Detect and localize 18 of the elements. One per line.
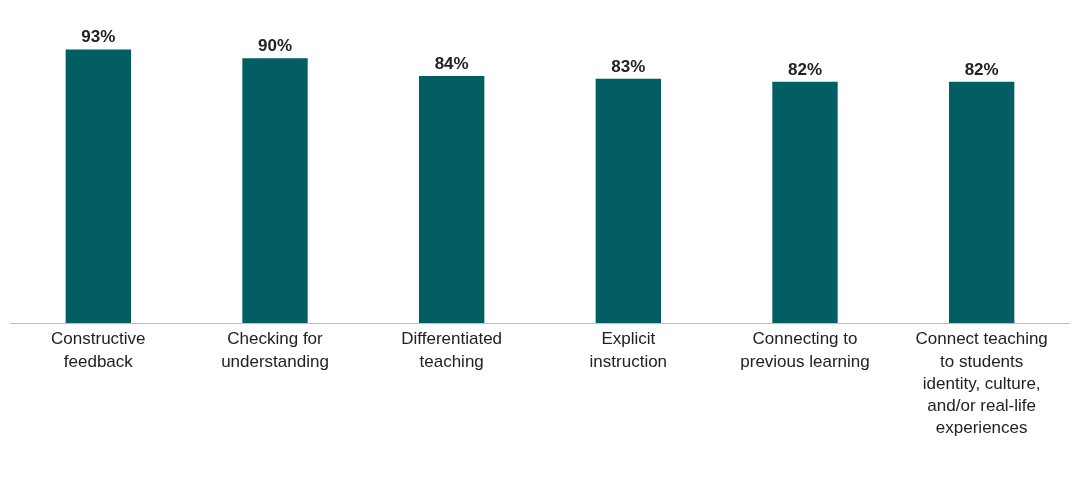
bar — [595, 78, 662, 323]
bar — [948, 81, 1015, 323]
bar — [242, 58, 308, 323]
x-tick-label: Connecting to previous learning — [740, 329, 870, 371]
data-label: 83% — [611, 56, 646, 76]
x-tick-label: Explicit instruction — [589, 329, 668, 371]
x-tick-label: Connect teaching to students identity, culture, and/or real-life experiences — [915, 329, 1048, 437]
bar — [418, 75, 485, 323]
data-label: 84% — [434, 53, 469, 73]
data-label: 93% — [81, 27, 116, 47]
data-label: 82% — [787, 59, 823, 79]
data-label: 90% — [257, 36, 293, 56]
x-tick-label: Constructive feedback — [51, 329, 146, 371]
x-tick-label: Differentiated teaching — [401, 329, 503, 371]
x-tick-label: Checking for understanding — [221, 329, 329, 371]
bar — [772, 81, 838, 323]
data-label: 82% — [964, 59, 999, 79]
bar — [65, 49, 132, 323]
